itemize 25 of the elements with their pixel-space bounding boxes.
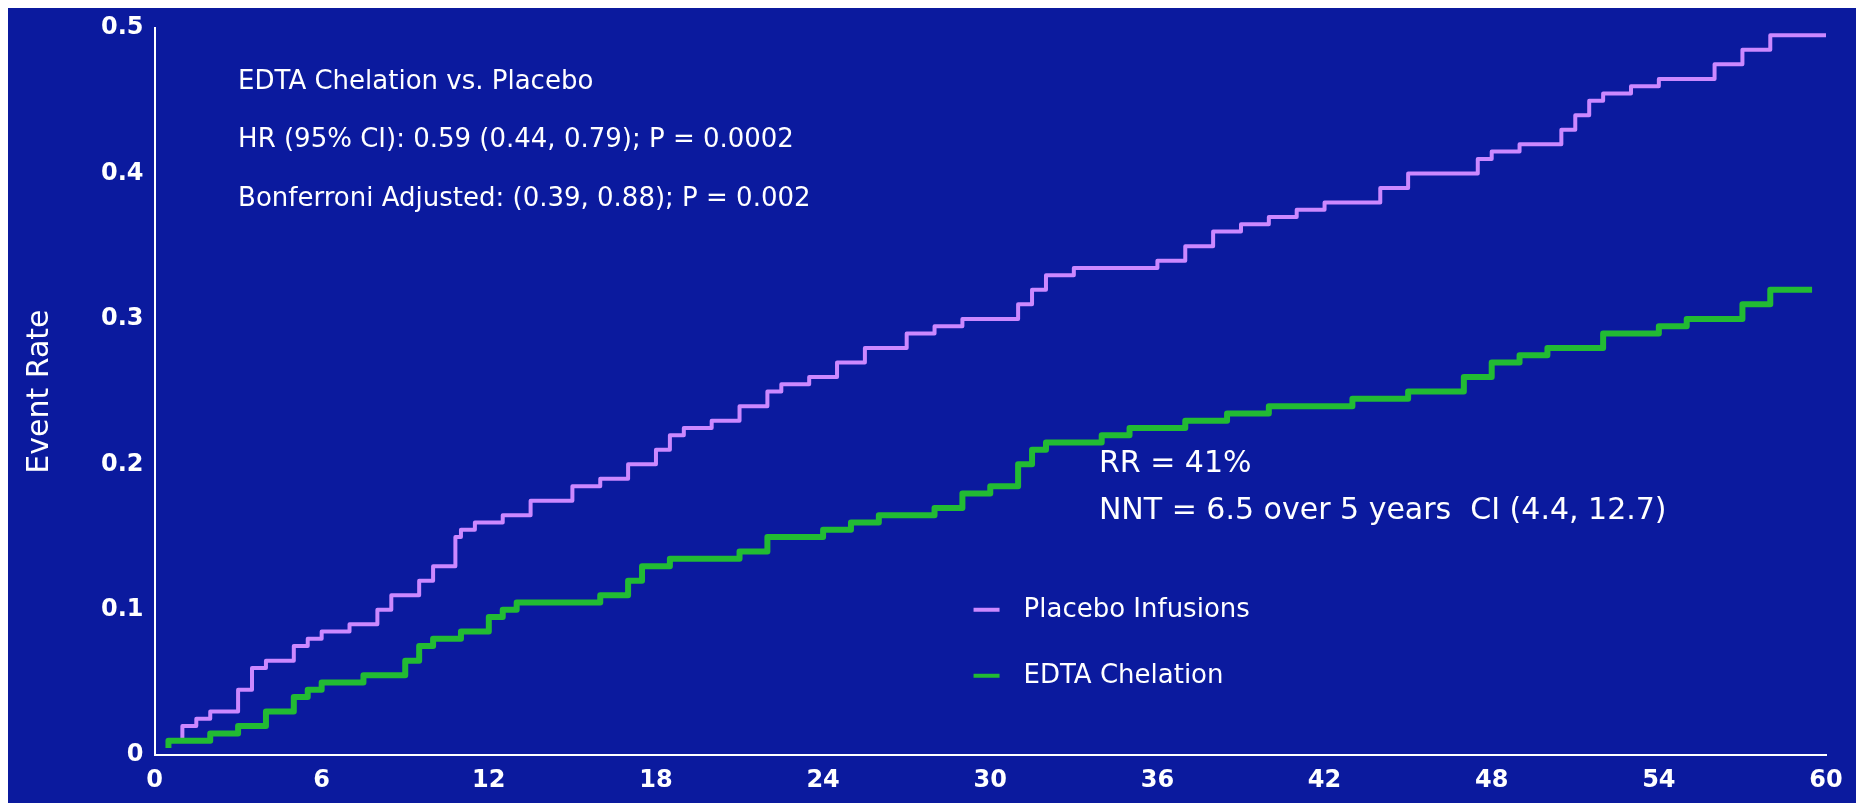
x-tick-label: 54 (1642, 764, 1676, 793)
x-tick-label: 48 (1475, 764, 1509, 793)
annotation: Bonferroni Adjusted: (0.39, 0.88); P = 0.002 (238, 181, 811, 212)
annotation: EDTA Chelation vs. Placebo (238, 65, 594, 96)
annotation: RR = 41% (1098, 444, 1252, 480)
x-tick-label: 42 (1307, 764, 1342, 793)
y-tick-label: 0.5 (101, 12, 144, 41)
x-tick-label: 6 (313, 764, 331, 793)
y-tick-label: 0.2 (101, 448, 144, 477)
x-tick-label: 60 (1809, 764, 1843, 793)
y-tick-label: 0.4 (101, 157, 144, 186)
x-tick-label: 12 (472, 764, 506, 793)
x-tick-label: 36 (1140, 764, 1175, 793)
annotation: HR (95% CI): 0.59 (0.44, 0.79); P = 0.0002 (238, 123, 794, 154)
y-tick-label: 0.3 (101, 303, 144, 332)
legend-label: EDTA Chelation (1023, 658, 1224, 689)
y-tick-label: 0 (126, 739, 144, 768)
x-tick-label: 24 (806, 764, 840, 793)
annotation: NNT = 6.5 over 5 years CI (4.4, 12.7) (1098, 491, 1667, 527)
x-tick-label: 30 (973, 764, 1007, 793)
x-tick-label: 0 (146, 764, 163, 793)
x-tick-label: 18 (639, 764, 673, 793)
y-tick-label: 0.1 (101, 593, 144, 622)
y-axis-title: Event Rate (19, 309, 55, 474)
legend-label: Placebo Infusions (1023, 592, 1250, 623)
